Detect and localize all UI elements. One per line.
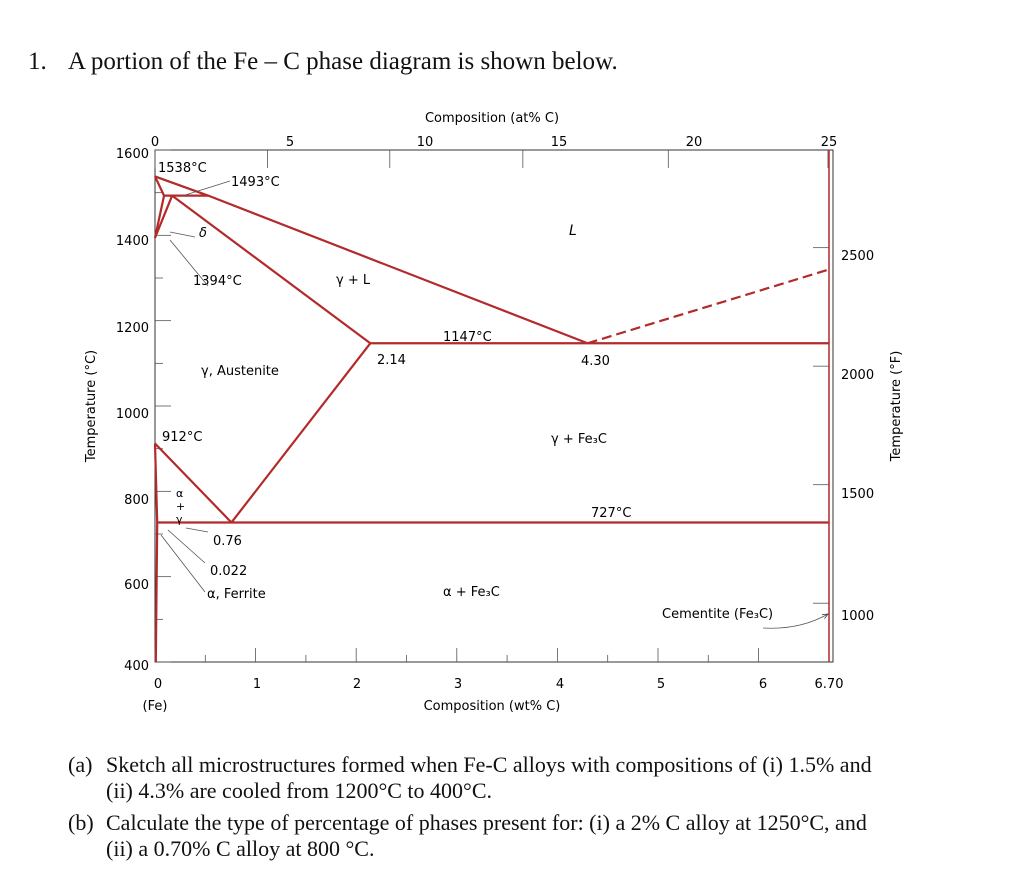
part-a-label: (a) (68, 752, 93, 777)
label-0-022: 0.022 (210, 564, 247, 579)
bottom-tick-5: 5 (657, 677, 665, 692)
right-tick-2500: 2500 (841, 249, 874, 264)
part-b-line2: (ii) a 0.70% C alloy at 800 °C. (106, 836, 375, 861)
part-b-line1: Calculate the type of percentage of phas… (106, 810, 867, 835)
left-tick-1200: 1200 (116, 321, 149, 336)
region-alpha-gamma-gamma: γ (176, 513, 183, 526)
bottom-tick-1: 1 (253, 677, 261, 692)
label-4-30: 4.30 (581, 354, 610, 369)
left-tick-1000: 1000 (116, 407, 149, 422)
bottom-tick-3: 3 (454, 677, 462, 692)
region-delta: δ (199, 226, 207, 241)
region-alpha-gamma-plus: + (176, 500, 185, 513)
label-0-76: 0.76 (213, 534, 242, 549)
label-1147: 1147°C (443, 330, 492, 345)
phase-line-solvus-alpha (154, 522, 159, 663)
bottom-axis-label: Composition (wt% C) (424, 699, 561, 714)
right-axis-label: Temperature (°F) (889, 351, 904, 463)
label-727: 727°C (591, 506, 631, 521)
top-tick-20: 20 (686, 135, 703, 150)
region-alpha-cementite: α + Fe₃C (443, 585, 500, 600)
right-tick-1500: 1500 (841, 487, 874, 502)
region-ferrite: α, Ferrite (207, 587, 266, 602)
bottom-axis-sublabel: (Fe) (143, 699, 168, 714)
top-tick-0: 0 (151, 135, 159, 150)
label-2-14: 2.14 (377, 353, 406, 368)
phase-line-liquidus-left (154, 175, 588, 345)
bottom-tick-6: 6 (759, 677, 767, 692)
top-axis-label: Composition (at% C) (425, 111, 559, 126)
question-title: 1. A portion of the Fe – C phase diagram … (28, 48, 618, 76)
part-a-line2: (ii) 4.3% are cooled from 1200°C to 400°… (106, 778, 493, 803)
phase-line-alpha-gamma-lower (153, 443, 159, 523)
left-axis-label: Temperature (°C) (84, 350, 99, 463)
label-912: 912°C (162, 430, 202, 445)
question-text: A portion of the Fe – C phase diagram is… (68, 48, 618, 75)
region-gamma-liquid: γ + L (336, 273, 371, 288)
region-liquid: L (569, 223, 577, 239)
phase-line-delta-gamma-2 (153, 195, 174, 239)
part-a-line1: Sketch all microstructures formed when F… (106, 752, 872, 777)
phase-line-acm (230, 342, 372, 524)
right-tick-1000: 1000 (841, 609, 874, 624)
left-tick-600: 600 (124, 578, 149, 593)
top-tick-10: 10 (417, 135, 434, 150)
part-b: (b) Calculate the type of percentage of p… (68, 810, 998, 862)
bottom-tick-2: 2 (353, 677, 361, 692)
left-tick-1400: 1400 (116, 234, 149, 249)
left-tick-800: 800 (124, 493, 149, 508)
left-tick-400: 400 (124, 659, 149, 674)
part-b-label: (b) (68, 810, 94, 835)
top-tick-15: 15 (551, 135, 568, 150)
label-1538: 1538°C (158, 161, 207, 176)
phase-lines (153, 150, 830, 663)
label-1493: 1493°C (231, 175, 280, 190)
label-1394: 1394°C (193, 274, 242, 289)
region-gamma-cementite: γ + Fe₃C (551, 432, 607, 447)
region-alpha-gamma-alpha: α (176, 487, 183, 500)
region-austenite: γ, Austenite (201, 364, 279, 379)
phase-line-a3 (154, 442, 233, 524)
top-tick-5: 5 (286, 135, 294, 150)
phase-line-liquidus-right (587, 268, 830, 345)
grid (154, 149, 829, 663)
right-tick-2000: 2000 (841, 368, 874, 383)
question-number: 1. (28, 48, 47, 75)
phase-line-solidus-gamma (171, 194, 371, 345)
bottom-tick-4: 4 (556, 677, 564, 692)
left-tick-1600: 1600 (116, 147, 149, 162)
bottom-tick-670: 6.70 (815, 677, 844, 692)
part-a: (a) Sketch all microstructures formed whe… (68, 752, 998, 804)
phase-line-delta-gamma-1 (153, 195, 166, 239)
top-tick-25: 25 (821, 135, 838, 150)
phase-diagram: Composition (at% C) Composition (wt% C) … (84, 111, 904, 714)
region-cementite: Cementite (Fe₃C) (662, 607, 773, 622)
bottom-tick-0: 0 (154, 677, 162, 692)
